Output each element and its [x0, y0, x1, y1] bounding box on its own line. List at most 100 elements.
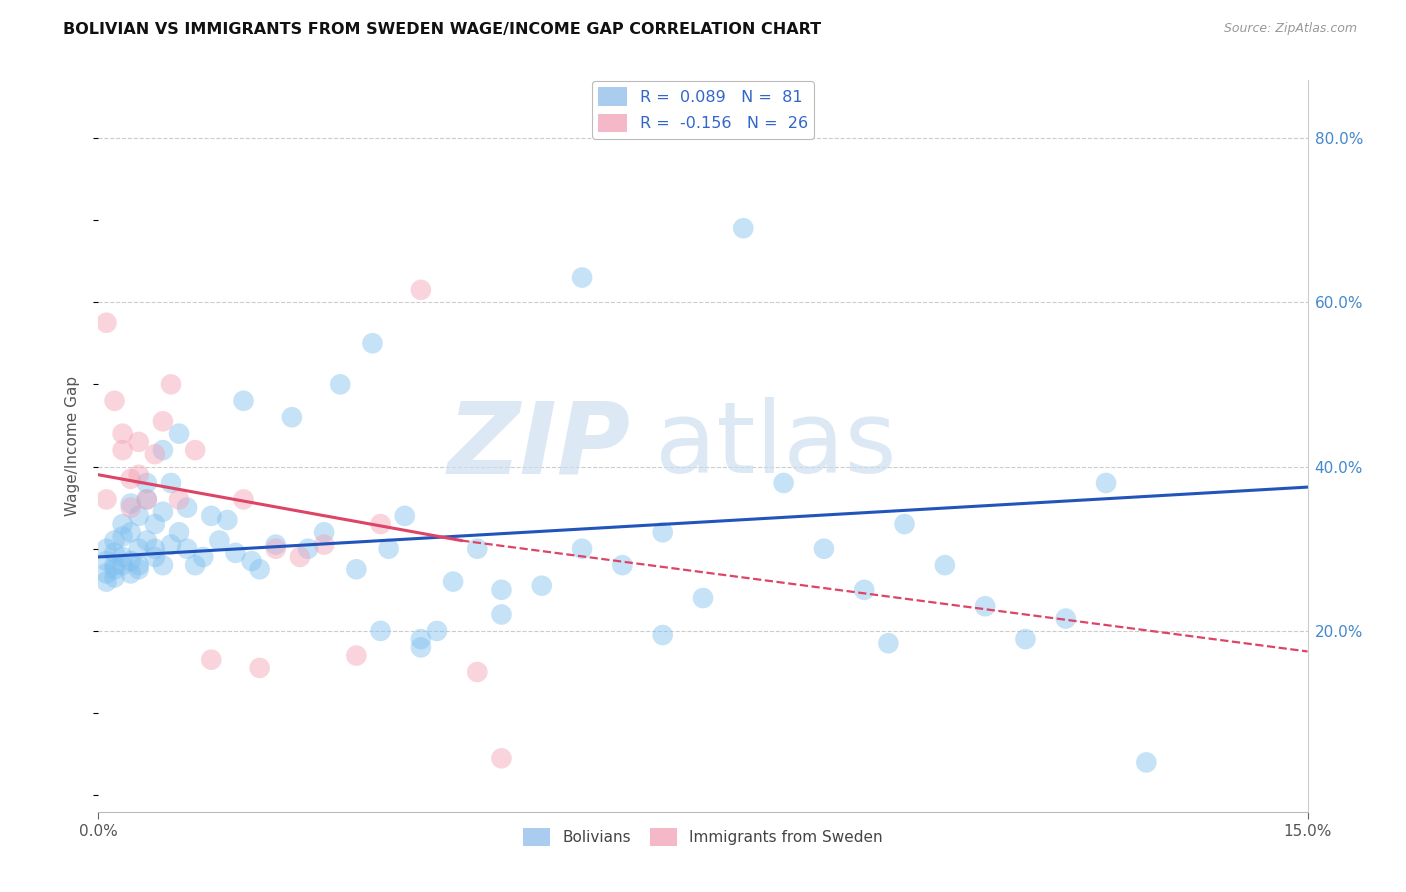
Point	[297, 541, 319, 556]
Point	[1014, 632, 1036, 647]
Point	[224, 546, 246, 560]
Point	[135, 533, 157, 548]
Text: atlas: atlas	[655, 398, 896, 494]
Point	[612, 558, 634, 573]
Point	[370, 624, 392, 638]
Point	[853, 582, 876, 597]
Point	[143, 541, 166, 556]
Point	[111, 549, 134, 564]
Point	[103, 570, 125, 584]
Point	[329, 377, 352, 392]
Point	[111, 558, 134, 573]
Point	[571, 541, 593, 556]
Point	[465, 665, 488, 679]
Point	[143, 549, 166, 564]
Point	[877, 636, 900, 650]
Point	[128, 562, 150, 576]
Point	[143, 517, 166, 532]
Legend: Bolivians, Immigrants from Sweden: Bolivians, Immigrants from Sweden	[517, 822, 889, 852]
Point	[160, 377, 183, 392]
Point	[135, 492, 157, 507]
Point	[409, 632, 432, 647]
Point	[1095, 475, 1118, 490]
Point	[111, 517, 134, 532]
Point	[160, 538, 183, 552]
Point	[240, 554, 263, 568]
Point	[344, 562, 367, 576]
Point	[135, 475, 157, 490]
Point	[103, 393, 125, 408]
Point	[200, 508, 222, 523]
Point	[1135, 756, 1157, 770]
Point	[103, 562, 125, 576]
Point	[344, 648, 367, 663]
Point	[184, 443, 207, 458]
Point	[651, 628, 673, 642]
Point	[152, 414, 174, 428]
Point	[530, 579, 553, 593]
Point	[893, 517, 915, 532]
Point	[152, 558, 174, 573]
Point	[103, 546, 125, 560]
Point	[152, 443, 174, 458]
Point	[184, 558, 207, 573]
Point	[264, 538, 287, 552]
Point	[143, 447, 166, 461]
Point	[232, 393, 254, 408]
Point	[120, 566, 142, 581]
Point	[974, 599, 997, 614]
Point	[370, 517, 392, 532]
Point	[128, 467, 150, 482]
Point	[314, 538, 336, 552]
Point	[176, 500, 198, 515]
Point	[111, 529, 134, 543]
Point	[692, 591, 714, 605]
Point	[208, 533, 231, 548]
Point	[152, 505, 174, 519]
Point	[135, 492, 157, 507]
Point	[120, 496, 142, 510]
Point	[176, 541, 198, 556]
Point	[249, 661, 271, 675]
Point	[651, 525, 673, 540]
Point	[813, 541, 835, 556]
Point	[217, 513, 239, 527]
Point	[96, 554, 118, 568]
Point	[96, 541, 118, 556]
Point	[377, 541, 399, 556]
Point	[571, 270, 593, 285]
Point	[491, 607, 513, 622]
Text: BOLIVIAN VS IMMIGRANTS FROM SWEDEN WAGE/INCOME GAP CORRELATION CHART: BOLIVIAN VS IMMIGRANTS FROM SWEDEN WAGE/…	[63, 22, 821, 37]
Point	[160, 475, 183, 490]
Point	[96, 574, 118, 589]
Point	[120, 525, 142, 540]
Point	[167, 426, 190, 441]
Point	[167, 525, 190, 540]
Point	[426, 624, 449, 638]
Point	[249, 562, 271, 576]
Point	[264, 541, 287, 556]
Point	[128, 508, 150, 523]
Point	[394, 508, 416, 523]
Point	[409, 283, 432, 297]
Point	[733, 221, 755, 235]
Point	[409, 640, 432, 655]
Point	[167, 492, 190, 507]
Point	[111, 426, 134, 441]
Point	[200, 653, 222, 667]
Point	[111, 443, 134, 458]
Point	[288, 549, 311, 564]
Point	[465, 541, 488, 556]
Point	[96, 566, 118, 581]
Point	[120, 554, 142, 568]
Point	[314, 525, 336, 540]
Point	[1054, 611, 1077, 625]
Point	[128, 541, 150, 556]
Point	[934, 558, 956, 573]
Point	[128, 558, 150, 573]
Text: ZIP: ZIP	[447, 398, 630, 494]
Text: Source: ZipAtlas.com: Source: ZipAtlas.com	[1223, 22, 1357, 36]
Point	[120, 472, 142, 486]
Point	[361, 336, 384, 351]
Point	[96, 316, 118, 330]
